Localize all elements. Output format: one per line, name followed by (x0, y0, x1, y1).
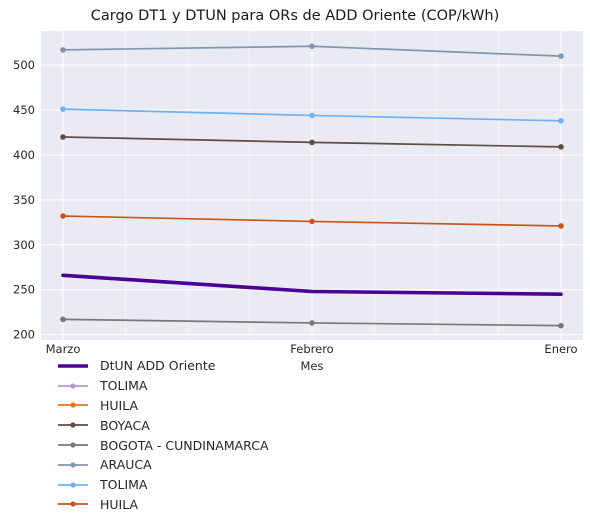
legend-swatch (58, 501, 88, 508)
legend: DtUN ADD Oriente TOLIMA HUILA BOYACA BOGOTA … (56, 356, 269, 514)
y-tick-label: 500 (13, 58, 35, 72)
data-point (60, 213, 66, 219)
data-point (309, 43, 315, 50)
legend-item: BOYACA (56, 415, 269, 435)
x-tick-label: Febrero (290, 342, 333, 356)
data-point (60, 316, 66, 323)
legend-label: BOGOTA - CUNDINAMARCA (100, 437, 269, 453)
legend-item: BOGOTA - CUNDINAMARCA (56, 435, 269, 455)
legend-swatch (58, 442, 88, 448)
x-axis-label: Mes (301, 359, 324, 373)
data-point (60, 134, 66, 140)
x-tick-label: Enero (544, 342, 577, 356)
data-point (309, 139, 315, 146)
data-point (60, 47, 66, 53)
legend-marker (70, 462, 76, 468)
x-tick-label: Marzo (46, 342, 81, 356)
legend-marker (70, 482, 76, 488)
legend-swatch (58, 482, 88, 488)
data-point (558, 118, 564, 124)
legend-marker (70, 383, 76, 389)
data-point (558, 144, 564, 150)
legend-swatch (58, 422, 88, 428)
legend-label: ARAUCA (100, 457, 152, 473)
legend-swatch (58, 364, 88, 368)
legend-label: TOLIMA (100, 477, 148, 493)
legend-marker (70, 422, 76, 428)
legend-marker (70, 501, 76, 508)
data-point (60, 106, 66, 112)
data-point (309, 320, 315, 326)
legend-item: TOLIMA (56, 376, 269, 396)
data-point (309, 112, 315, 119)
data-point (558, 53, 564, 59)
series-line (61, 273, 563, 296)
y-tick-label: 350 (13, 193, 35, 207)
legend-label: HUILA (100, 496, 139, 512)
legend-swatch (58, 383, 88, 389)
legend-label: BOYACA (100, 417, 150, 433)
legend-label: TOLIMA (100, 378, 148, 394)
legend-label: HUILA (100, 397, 139, 413)
legend-item: ARAUCA (56, 455, 269, 475)
legend-swatch (58, 462, 88, 468)
legend-marker (70, 442, 76, 448)
legend-item: DtUN ADD Oriente (56, 356, 269, 376)
y-tick-label: 300 (13, 238, 35, 252)
legend-item: TOLIMA (56, 475, 269, 495)
legend-swatch (58, 402, 88, 409)
chart-title: Cargo DT1 y DTUN para ORs de ADD Oriente… (90, 8, 500, 24)
y-tick-label: 450 (13, 103, 35, 117)
y-tick-label: 400 (13, 148, 35, 162)
legend-item: HUILA (56, 495, 269, 515)
legend-item: HUILA (56, 396, 269, 416)
y-tick-label: 250 (13, 283, 35, 297)
y-tick-label: 200 (13, 328, 35, 342)
data-point (558, 223, 564, 229)
legend-marker (70, 402, 76, 409)
legend-label: DtUN ADD Oriente (100, 358, 216, 374)
data-point (558, 322, 564, 329)
data-point (309, 218, 315, 225)
